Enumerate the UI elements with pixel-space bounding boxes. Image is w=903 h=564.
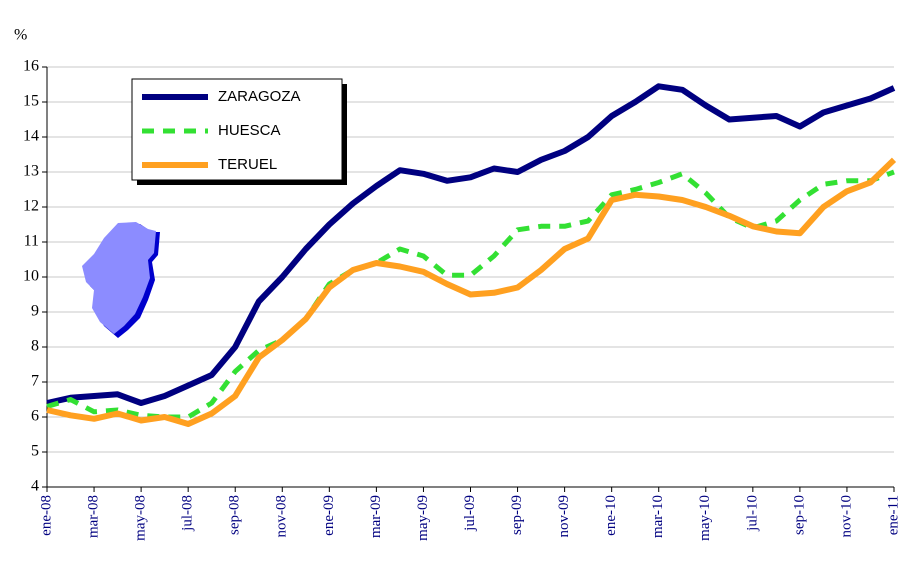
x-tick-label: mar-09 [368,495,384,538]
y-tick-label: 11 [24,233,39,250]
y-tick-label: 12 [23,198,39,215]
y-tick-label: 6 [31,408,39,425]
legend-label: HUESCA [218,122,281,139]
x-tick-label: jul-09 [462,495,478,532]
y-tick-label: 10 [23,268,39,285]
y-tick-label: 7 [31,373,39,390]
x-tick-label: sep-10 [791,495,807,535]
x-tick-label: mar-08 [85,495,101,538]
x-tick-label: ene-08 [38,495,54,536]
x-tick-label: may-09 [415,495,431,541]
x-tick-label: ene-10 [603,495,619,536]
y-tick-label: 16 [23,58,39,75]
x-tick-label: may-08 [133,495,149,541]
x-tick-label: sep-09 [509,495,525,535]
x-tick-label: mar-10 [650,495,666,538]
y-tick-label: 9 [31,303,39,320]
y-tick-label: 15 [23,93,39,110]
legend-label: ZARAGOZA [218,88,301,105]
x-tick-label: jul-10 [744,495,760,532]
y-tick-label: 8 [31,338,39,355]
legend-label: TERUEL [218,156,277,173]
x-tick-label: sep-08 [227,495,243,535]
y-tick-label: 13 [23,163,39,180]
x-tick-label: jul-08 [180,495,196,532]
x-tick-label: nov-10 [838,495,854,538]
map-icon [82,222,156,334]
series-line [46,157,897,427]
y-tick-label: 14 [23,128,39,145]
x-tick-label: nov-08 [274,495,290,538]
x-tick-label: may-10 [697,495,713,541]
x-tick-label: ene-11 [885,495,901,535]
y-tick-label: 4 [31,478,39,495]
x-tick-label: ene-09 [321,495,337,536]
y-unit-label: % [14,27,27,44]
series-line [46,83,896,406]
y-tick-label: 5 [31,443,39,460]
x-tick-label: nov-09 [556,495,572,538]
